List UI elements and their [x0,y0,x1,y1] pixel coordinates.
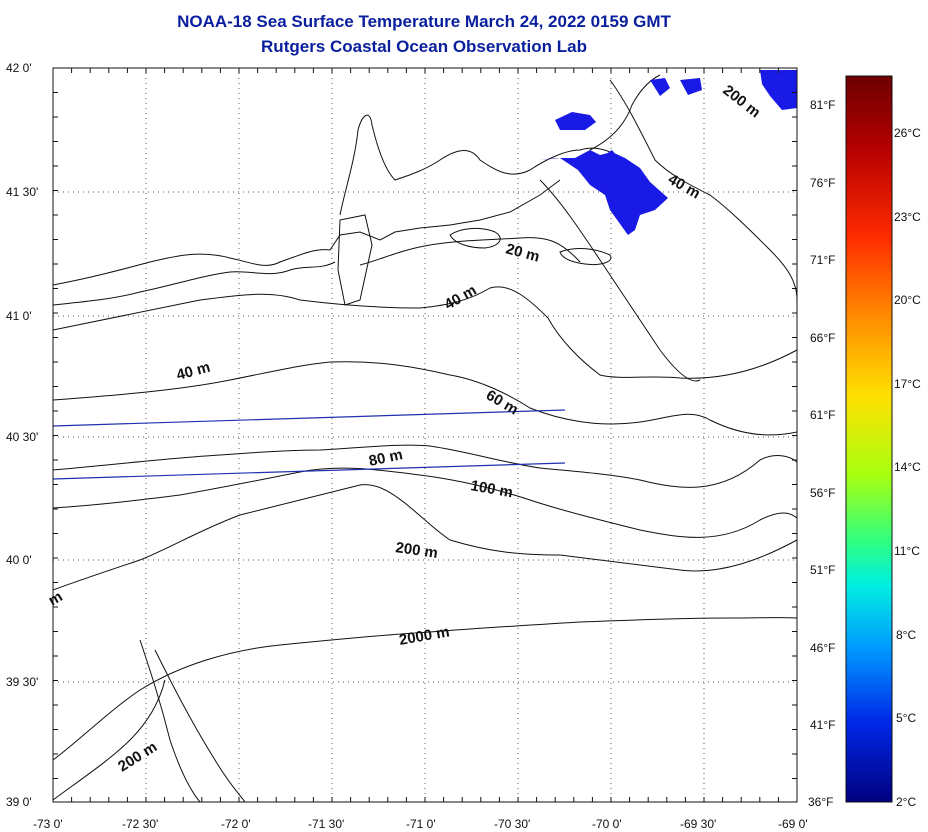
lat-label: 41 0' [6,309,32,323]
fahrenheit-label: 41°F [810,718,835,732]
lon-label: -70 0' [592,817,622,831]
fahrenheit-label: 71°F [810,253,835,267]
georges-bank-shoals [539,179,701,382]
celsius-label: 20°C [894,293,921,307]
map-title: NOAA-18 Sea Surface Temperature March 24… [177,12,671,31]
isobath-80m [53,444,797,488]
isobath-60m [53,361,797,436]
canyon-contours [139,639,246,802]
isobath-200m [53,484,797,591]
lon-label: -72 0' [221,817,251,831]
fahrenheit-label: 76°F [810,176,835,190]
isobath-100m [53,467,797,538]
lat-label: 40 30' [6,430,38,444]
fahrenheit-label: 56°F [810,486,835,500]
map-subtitle: Rutgers Coastal Ocean Observation Lab [261,37,587,56]
fahrenheit-label: 46°F [810,641,835,655]
isobath-label-2000m: 2000 m [398,623,451,649]
martha-vineyard [449,227,501,249]
lat-label: 42 0' [6,61,32,75]
isobath-20m [359,237,581,266]
block-island [337,214,373,306]
isobath-label-40m-west: 40 m [175,359,212,384]
sst-colorbar [845,75,893,803]
isobath-40m-east [609,79,797,301]
fahrenheit-label: 61°F [810,408,835,422]
celsius-label: 5°C [896,711,916,725]
fahrenheit-label: 66°F [810,331,835,345]
isobath-label-60m: 60 m [483,387,521,419]
celsius-label: 2°C [896,795,916,809]
graticule-grid [53,68,797,802]
isobath-40m-inner [53,286,797,379]
lon-label: -69 30' [680,817,716,831]
lat-label: 40 0' [6,553,32,567]
lat-label: 39 0' [6,795,32,809]
isobath-label-m-edge: m [46,588,66,609]
lat-label: 39 30' [6,675,38,689]
isobath-label-100m: 100 m [469,477,514,501]
colorbar-labels: 26°C 23°C 20°C 17°C 14°C 11°C 8°C 5°C 2°… [894,126,921,809]
lon-label: -70 30' [494,817,530,831]
fahrenheit-label: 81°F [810,98,835,112]
cape-cod [589,74,661,151]
latitude-labels: 42 0' 41 30' 41 0' 40 30' 40 0' 39 30' 3… [6,61,38,809]
isobath-label-200m-mid: 200 m [394,539,438,562]
transect-line-south [53,462,566,480]
isobath-labels: 200 m 40 m 20 m 40 m 40 m 60 m 80 m 100 … [46,82,764,776]
longitude-labels: -73 0' -72 30' -72 0' -71 30' -71 0' -70… [33,817,808,831]
isobath-label-80m: 80 m [367,446,404,470]
isobath-label-40m-ne: 40 m [665,171,703,203]
isobath-label-20m: 20 m [504,240,541,265]
celsius-label: 11°C [894,544,920,558]
fahrenheit-label: 51°F [810,563,835,577]
celsius-label: 26°C [894,126,921,140]
lon-label: -72 30' [122,817,158,831]
nantucket [559,247,612,265]
isobath-2000m [53,617,797,761]
fahrenheit-label: 36°F [808,795,833,809]
isobath-label-200m-sw: 200 m [115,738,160,775]
transect-line-north [53,409,566,427]
isobath-label-200m-ne: 200 m [720,82,764,122]
isobath-label-40m-mid: 40 m [442,282,480,314]
long-island-coast [53,179,561,286]
new-england-coast [339,114,626,216]
lon-label: -71 0' [406,817,436,831]
lat-label: 41 30' [6,185,38,199]
lon-label: -69 0' [778,817,808,831]
lon-label: -73 0' [33,817,63,831]
lon-label: -71 30' [308,817,344,831]
celsius-label: 17°C [894,377,921,391]
celsius-label: 23°C [894,210,921,224]
cold-sst-patches [540,70,797,235]
long-island-south [53,261,336,306]
fahrenheit-labels: 81°F 76°F 71°F 66°F 61°F 56°F 51°F 46°F … [808,98,835,809]
celsius-label: 8°C [896,628,916,642]
celsius-label: 14°C [894,460,921,474]
